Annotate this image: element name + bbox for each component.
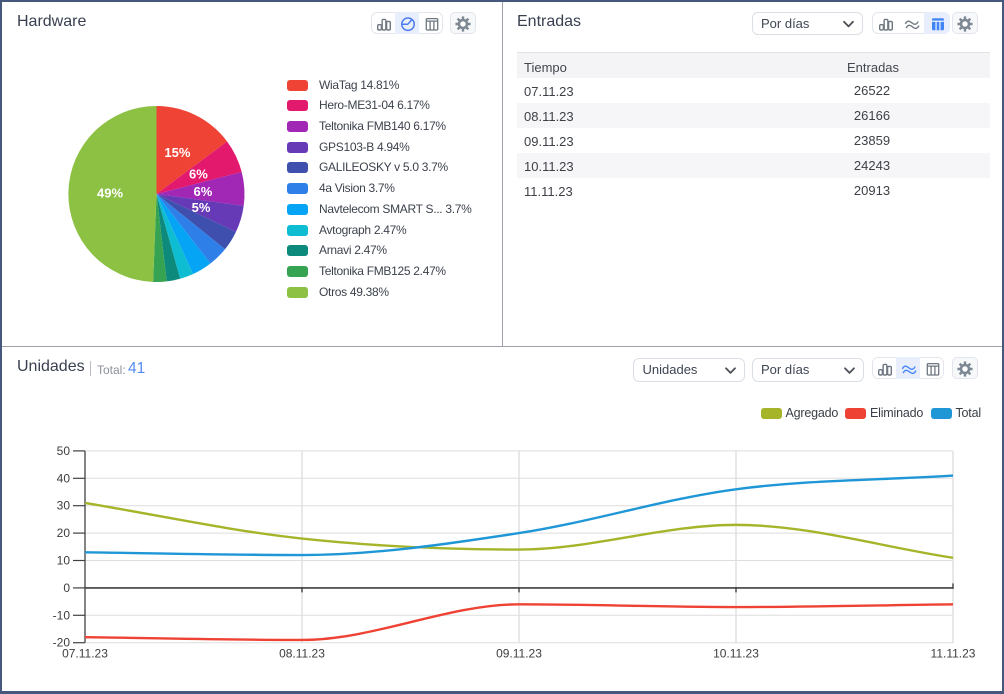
svg-text:50: 50 [57, 444, 71, 458]
svg-text:5%: 5% [192, 200, 211, 215]
svg-text:08.11.23: 08.11.23 [279, 647, 325, 661]
svg-text:09.11.23: 09.11.23 [496, 647, 542, 661]
svg-text:-10: -10 [53, 608, 71, 622]
svg-text:6%: 6% [194, 184, 213, 199]
svg-text:07.11.23: 07.11.23 [62, 647, 108, 661]
svg-text:11.11.23: 11.11.23 [931, 647, 976, 661]
svg-text:30: 30 [57, 499, 71, 513]
svg-text:40: 40 [57, 471, 71, 485]
svg-text:15%: 15% [164, 145, 190, 160]
svg-text:20: 20 [57, 526, 71, 540]
svg-text:6%: 6% [189, 166, 208, 181]
svg-text:-20: -20 [53, 636, 71, 650]
svg-text:10: 10 [57, 554, 71, 568]
svg-text:0: 0 [63, 581, 70, 595]
svg-text:49%: 49% [97, 186, 123, 201]
svg-text:10.11.23: 10.11.23 [713, 647, 759, 661]
